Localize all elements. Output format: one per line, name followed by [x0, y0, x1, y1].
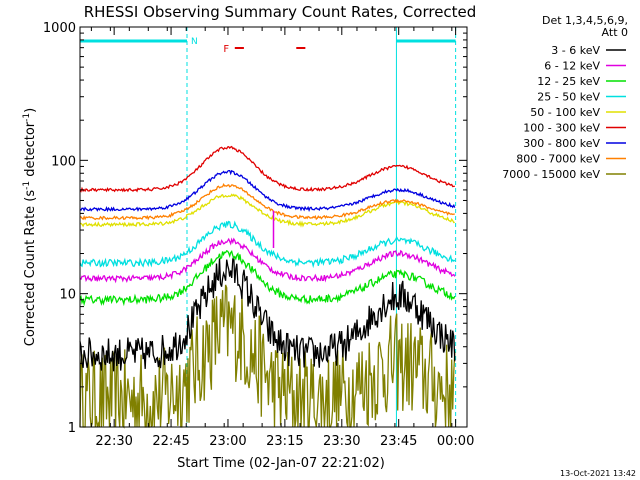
x-tick-label-1: 22:45 [152, 434, 189, 449]
series-line-6 [79, 169, 456, 213]
legend: Det 1,3,4,5,6,9,Att 03 - 6 keV 6 - 12 keV… [502, 14, 628, 181]
legend-header-0: Det 1,3,4,5,6,9, [542, 14, 628, 27]
flag-n-label: N [191, 37, 198, 47]
legend-header-1: Att 0 [602, 26, 628, 39]
y-tick-label-3: 1000 [43, 21, 76, 36]
legend-label-1: 6 - 12 keV [544, 60, 600, 73]
x-tick-label-3: 23:15 [266, 434, 303, 449]
x-tick-label-2: 23:00 [209, 434, 246, 449]
legend-label-2: 12 - 25 keV [537, 75, 600, 88]
x-tick-label-0: 22:30 [95, 434, 132, 449]
x-axis-label: Start Time (02-Jan-07 22:21:02) [177, 456, 385, 471]
legend-label-0: 3 - 6 keV [551, 44, 600, 57]
x-axis-ticks: 22:30 22:45 23:00 23:15 23:30 23:45 00:00 [90, 27, 474, 449]
plot-frame [79, 26, 468, 428]
legend-label-6: 300 - 800 keV [523, 137, 600, 150]
y-tick-label-1: 10 [59, 288, 76, 303]
series-line-0 [79, 256, 456, 372]
x-tick-label-5: 23:45 [380, 434, 417, 449]
series-line-5 [79, 145, 455, 193]
series-line-3 [79, 220, 456, 269]
y-axis-ticks: 1 10 100 1000 [43, 21, 467, 436]
plot-area: NF [79, 27, 457, 429]
series-line-1 [79, 237, 456, 284]
x-tick-label-6: 00:00 [437, 434, 474, 449]
y-tick-label-0: 1 [68, 421, 76, 436]
y-tick-label-2: 100 [51, 154, 76, 169]
legend-label-7: 800 - 7000 keV [516, 153, 600, 166]
legend-label-5: 100 - 300 keV [523, 122, 600, 135]
y-axis-label: Corrected Count Rate (s-1 detector-1) [22, 108, 38, 346]
x-tick-label-4: 23:30 [323, 434, 360, 449]
legend-label-4: 50 - 100 keV [530, 106, 600, 119]
footer-timestamp: 13-Oct-2021 13:42 [560, 469, 636, 478]
series-line-4 [79, 193, 455, 228]
legend-label-8: 7000 - 15000 keV [502, 168, 600, 181]
series-line-7 [79, 183, 455, 221]
flag-f-label: F [223, 44, 229, 55]
series-line-8 [79, 284, 456, 429]
chart-title: RHESSI Observing Summary Count Rates, Co… [84, 3, 477, 21]
legend-label-3: 25 - 50 keV [537, 91, 600, 104]
series-line-2 [79, 249, 456, 307]
